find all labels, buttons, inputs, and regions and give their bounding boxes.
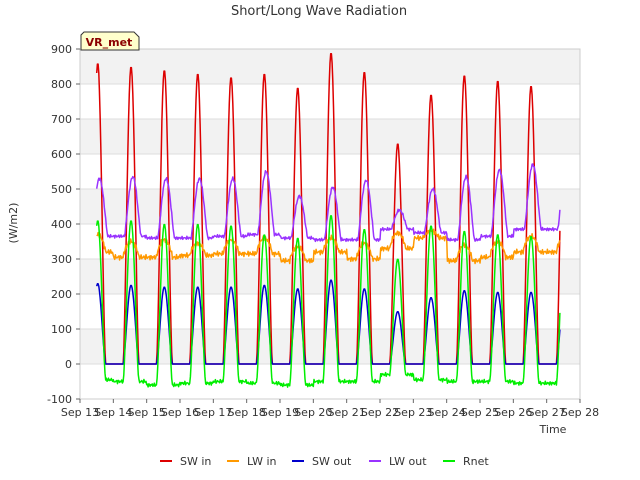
chart-legend: SW in LW in SW out LW out Rnet: [160, 455, 489, 468]
chart-title: Short/Long Wave Radiation: [231, 4, 407, 19]
plot-band: [80, 259, 580, 294]
x-tick-label: Sep 22: [361, 406, 399, 419]
x-tick-label: Sep 14: [94, 406, 132, 419]
badge-shape: [80, 31, 140, 51]
badge-label: VR_met: [86, 36, 133, 49]
series-line-lw-out: [95, 163, 561, 243]
series-line-sw-out: [95, 279, 561, 365]
x-tick-label: Sep 27: [528, 406, 566, 419]
y-axis-label: (W/m2): [7, 203, 20, 244]
x-tick-label: Sep 15: [128, 406, 166, 419]
legend-label-sw-out: SW out: [312, 455, 352, 468]
x-tick-label: Sep 19: [261, 406, 299, 419]
x-tick-label: Sep 28: [561, 406, 599, 419]
y-tick-label: 0: [65, 358, 72, 371]
y-tick-label: 600: [51, 148, 72, 161]
x-tick-label: Sep 23: [394, 406, 432, 419]
plot-band: [80, 119, 580, 154]
y-tick-label: 500: [51, 183, 72, 196]
plot-band: [80, 329, 580, 364]
legend-label-lw-in: LW in: [247, 455, 277, 468]
y-axis-ticks: -100 0 100 200 300 400 500 600 700 800 900: [47, 43, 80, 406]
legend-label-sw-in: SW in: [180, 455, 211, 468]
x-axis-label: Time: [539, 423, 567, 436]
y-tick-label: 800: [51, 78, 72, 91]
y-tick-label: 700: [51, 113, 72, 126]
x-tick-label: Sep 13: [61, 406, 99, 419]
x-tick-label: Sep 25: [461, 406, 499, 419]
y-tick-label: -100: [47, 393, 72, 406]
x-tick-label: Sep 24: [428, 406, 466, 419]
legend-label-lw-out: LW out: [389, 455, 427, 468]
x-tick-label: Sep 20: [294, 406, 332, 419]
x-tick-label: Sep 21: [328, 406, 366, 419]
station-badge: VR_met: [80, 31, 140, 51]
y-tick-label: 400: [51, 218, 72, 231]
y-tick-label: 900: [51, 43, 72, 56]
y-tick-label: 300: [51, 253, 72, 266]
x-tick-label: Sep 26: [494, 406, 532, 419]
legend-label-rnet: Rnet: [463, 455, 489, 468]
series-lines: [95, 52, 561, 388]
y-tick-label: 100: [51, 323, 72, 336]
x-tick-label: Sep 16: [161, 406, 199, 419]
y-tick-label: 200: [51, 288, 72, 301]
x-tick-label: Sep 18: [228, 406, 266, 419]
x-tick-label: Sep 17: [194, 406, 232, 419]
series-line-rnet: [95, 215, 561, 388]
